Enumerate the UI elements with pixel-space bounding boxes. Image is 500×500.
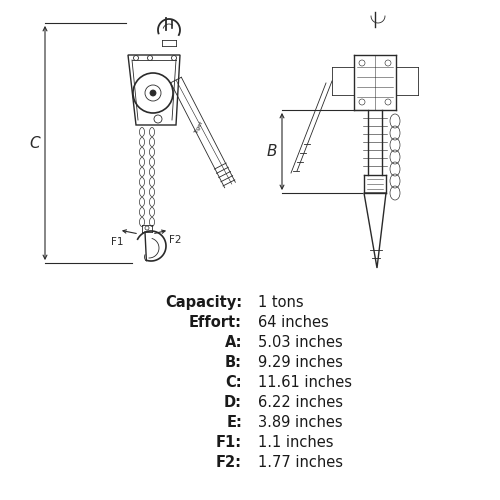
Text: D:: D: bbox=[224, 395, 242, 410]
Text: 1 tons: 1 tons bbox=[258, 295, 304, 310]
Text: C: C bbox=[30, 136, 40, 150]
Text: F1:: F1: bbox=[216, 435, 242, 450]
Text: 5.03 inches: 5.03 inches bbox=[258, 335, 343, 350]
Text: B:: B: bbox=[225, 355, 242, 370]
Circle shape bbox=[150, 90, 156, 96]
Text: B: B bbox=[267, 144, 277, 159]
Circle shape bbox=[148, 56, 152, 60]
Circle shape bbox=[134, 56, 138, 60]
Text: C:: C: bbox=[226, 375, 242, 390]
Text: 64 inches: 64 inches bbox=[258, 315, 329, 330]
Text: 3.89 inches: 3.89 inches bbox=[258, 415, 342, 430]
Text: F2: F2 bbox=[169, 235, 181, 245]
Text: Tiger: Tiger bbox=[193, 121, 204, 136]
Text: 6.22 inches: 6.22 inches bbox=[258, 395, 343, 410]
Text: Capacity:: Capacity: bbox=[165, 295, 242, 310]
Text: 9.29 inches: 9.29 inches bbox=[258, 355, 343, 370]
Text: Effort:: Effort: bbox=[189, 315, 242, 330]
Text: A:: A: bbox=[224, 335, 242, 350]
Text: 1.77 inches: 1.77 inches bbox=[258, 455, 343, 470]
Text: F2:: F2: bbox=[216, 455, 242, 470]
Text: E:: E: bbox=[226, 415, 242, 430]
Text: 11.61 inches: 11.61 inches bbox=[258, 375, 352, 390]
Circle shape bbox=[172, 56, 176, 60]
Text: 1.1 inches: 1.1 inches bbox=[258, 435, 334, 450]
Text: F1: F1 bbox=[111, 237, 123, 247]
